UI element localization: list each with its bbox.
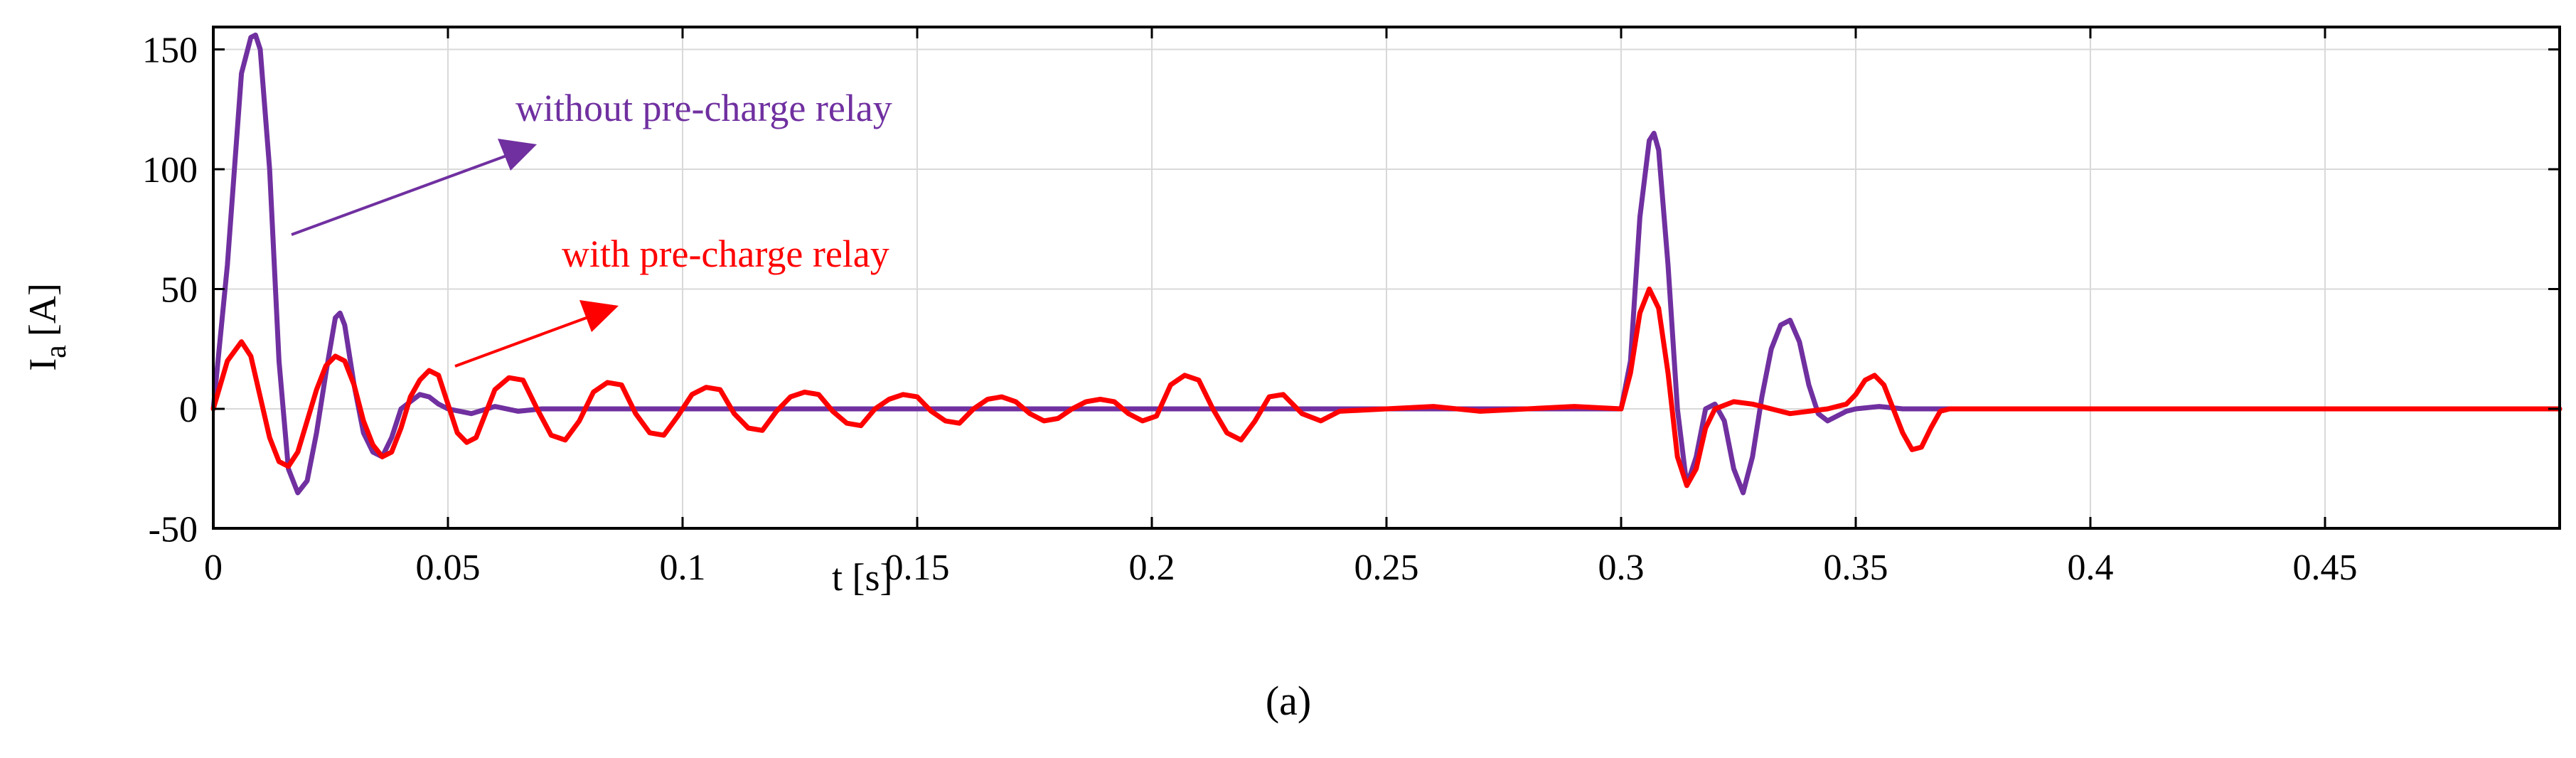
x-tick-label: 0.3 (1598, 548, 1645, 588)
x-tick-label: 0.25 (1354, 548, 1419, 588)
y-axis-label-unit: [A] (21, 283, 64, 336)
y-tick-label: -50 (149, 510, 198, 550)
series-line-with-relay (210, 287, 2562, 489)
x-tick-label: 0.1 (660, 548, 706, 588)
arrow-with-relay-head (579, 300, 619, 332)
y-tick-label: 150 (142, 31, 198, 71)
y-tick-label: 50 (161, 270, 198, 311)
annotation-without-relay: without pre-charge relay (515, 87, 892, 129)
x-tick-label: 0.45 (2293, 548, 2358, 588)
arrow-without-relay-head (498, 139, 537, 171)
x-tick-label: 0.4 (2068, 548, 2114, 588)
x-tick-label: 0.15 (885, 548, 950, 588)
annotation-with-relay: with pre-charge relay (562, 233, 889, 275)
axis-ticks: 0 0.05 0.1 0.15 0.2 0.25 0.3 0.35 0.4 0.45-500501… (142, 27, 2560, 588)
series-line-without-relay (210, 32, 2562, 496)
figure-caption: (a) (1266, 678, 1311, 724)
y-tick-label: 100 (142, 150, 198, 191)
y-axis-label: Ia [A] (21, 283, 73, 371)
x-axis-label: t [s] (832, 556, 892, 599)
x-tick-label: 0.35 (1824, 548, 1888, 588)
y-axis-label-sub: a (40, 345, 73, 358)
x-tick-label: 0.2 (1129, 548, 1175, 588)
y-tick-label: 0 (179, 390, 198, 430)
x-tick-label: 0 (204, 548, 223, 588)
x-tick-label: 0.05 (416, 548, 481, 588)
arrow-without-relay-shaft (291, 154, 509, 236)
arrow-with-relay-shaft (454, 315, 591, 368)
y-axis-label-main: I (21, 358, 64, 371)
series-group (210, 32, 2562, 496)
